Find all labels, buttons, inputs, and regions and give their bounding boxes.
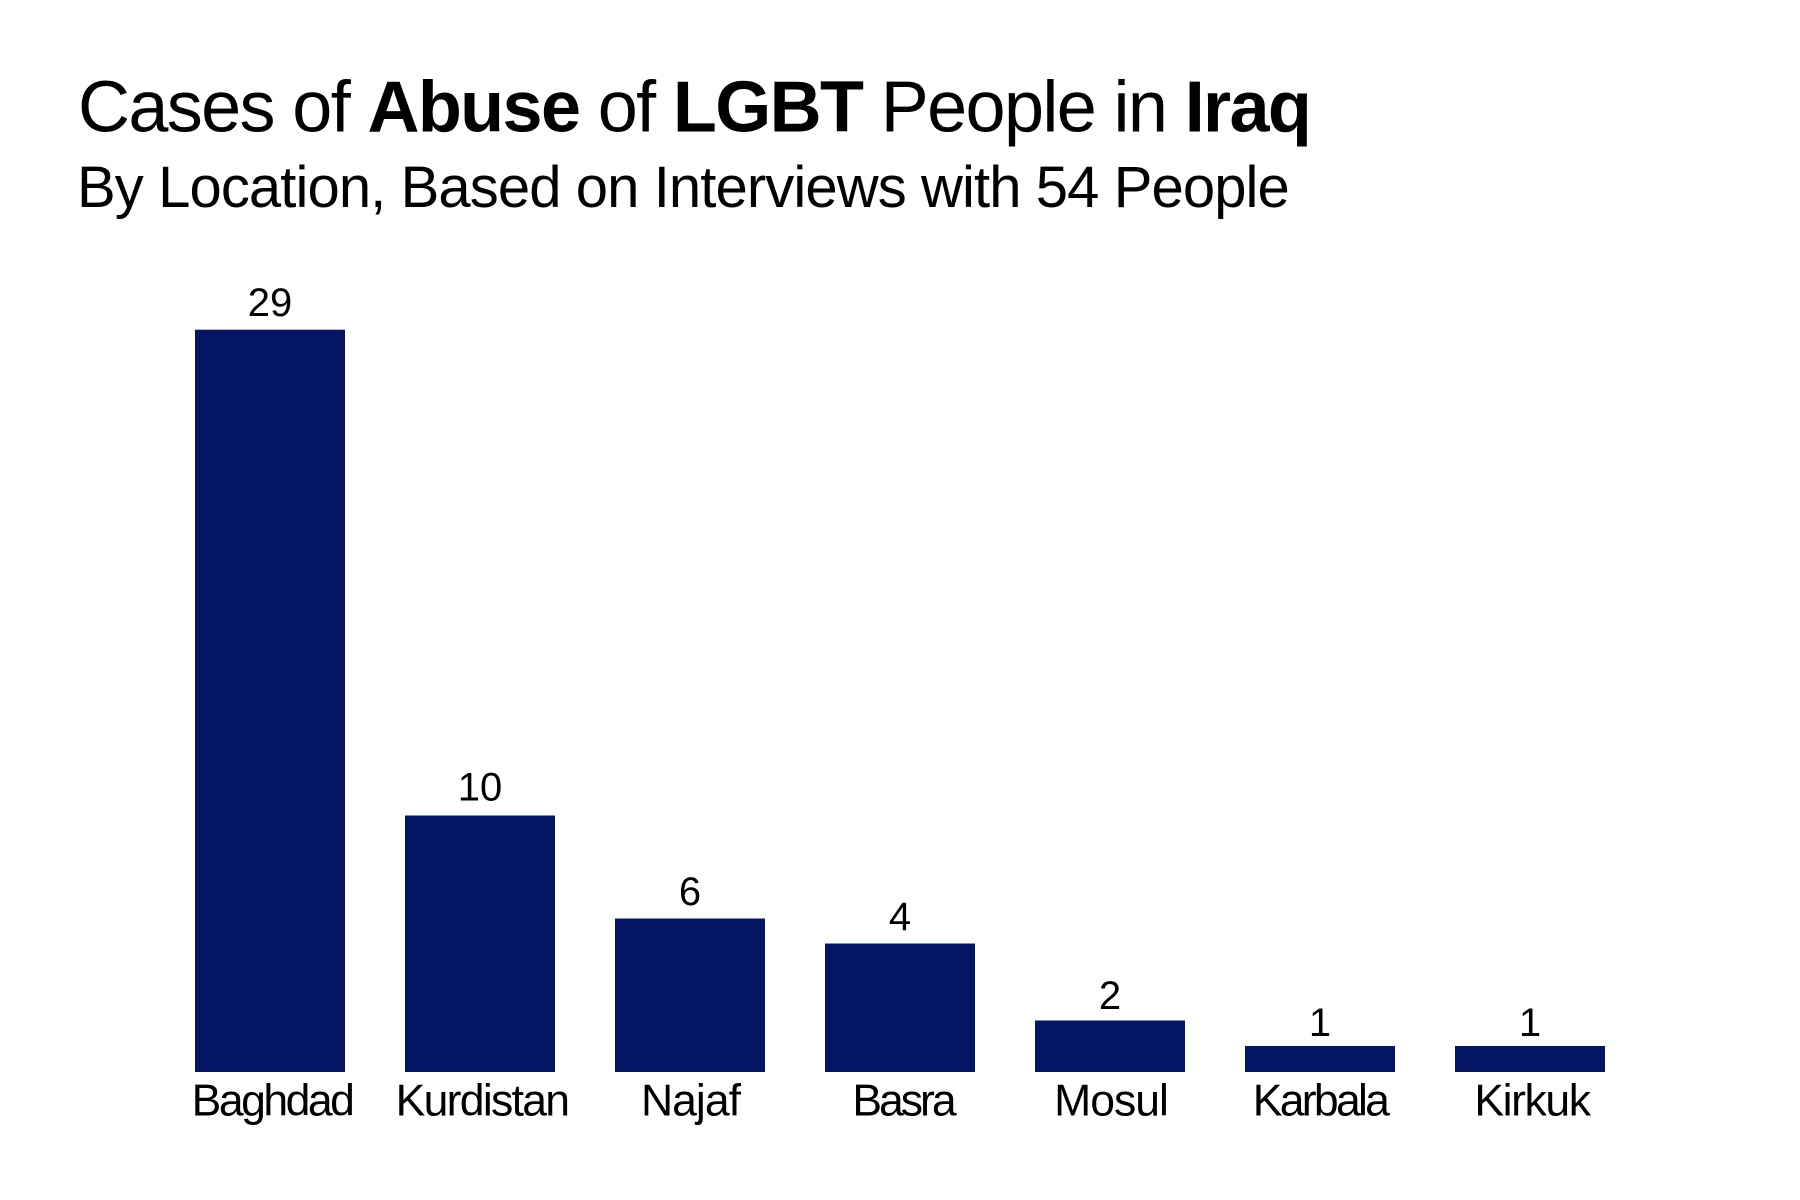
svg-text:1: 1 <box>1519 1001 1541 1045</box>
svg-text:2: 2 <box>1099 974 1121 1018</box>
svg-text:Basra: Basra <box>852 1077 956 1126</box>
svg-text:29: 29 <box>248 281 293 325</box>
svg-text:Karbala: Karbala <box>1253 1077 1390 1126</box>
svg-text:Mosul: Mosul <box>1054 1077 1168 1126</box>
svg-text:Cases of Abuse of LGBT People: Cases of Abuse of LGBT People in Iraq <box>78 68 1310 148</box>
svg-text:1: 1 <box>1309 1001 1331 1045</box>
svg-text:Kurdistan: Kurdistan <box>396 1077 569 1126</box>
svg-text:10: 10 <box>458 766 503 810</box>
svg-text:6: 6 <box>679 870 701 914</box>
svg-text:By Location, Based on Intervie: By Location, Based on Interviews with 54… <box>77 155 1289 220</box>
svg-text:Najaf: Najaf <box>641 1077 742 1126</box>
svg-text:Kirkuk: Kirkuk <box>1474 1077 1591 1126</box>
svg-text:Baghdad: Baghdad <box>192 1077 353 1126</box>
svg-text:4: 4 <box>889 895 911 939</box>
